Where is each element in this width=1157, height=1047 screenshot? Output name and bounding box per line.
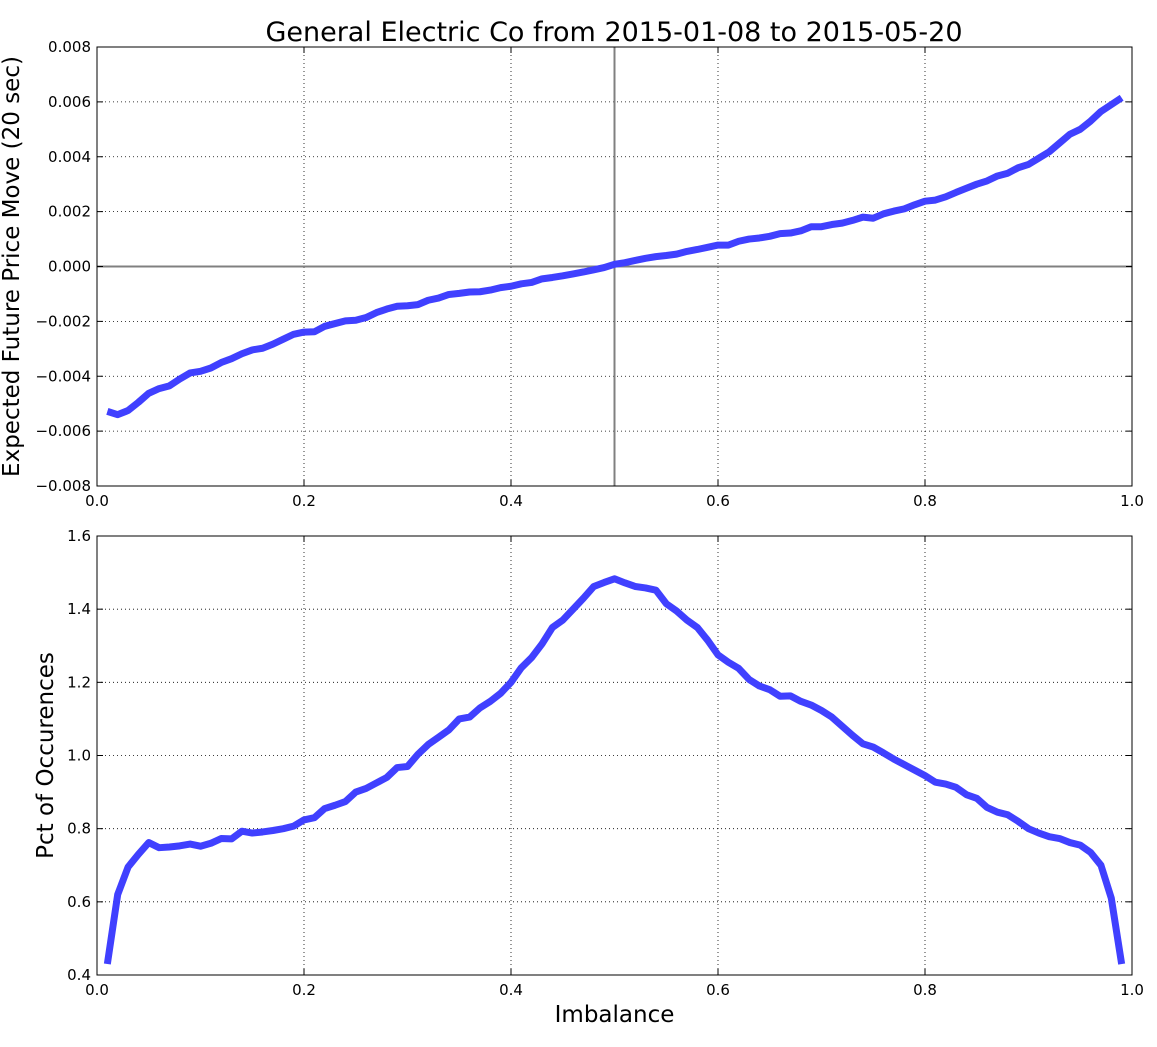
bottom-x-tick-label: 0.0 xyxy=(85,981,109,999)
bottom-y-tick-label: 1.2 xyxy=(67,673,91,691)
bottom-y-tick-label: 0.6 xyxy=(67,893,91,911)
top-y-tick-label: 0.000 xyxy=(48,258,91,276)
top-x-tick-label: 0.8 xyxy=(913,492,937,510)
top-y-tick-label: 0.008 xyxy=(48,38,91,56)
top-y-tick-label: −0.004 xyxy=(35,367,91,385)
bottom-x-tick-label: 0.2 xyxy=(292,981,316,999)
top-y-axis-title: Expected Future Price Move (20 sec) xyxy=(0,56,25,477)
top-x-tick-label: 0.6 xyxy=(706,492,730,510)
top-y-tick-label: 0.004 xyxy=(48,148,91,166)
figure-title: General Electric Co from 2015-01-08 to 2… xyxy=(265,17,962,48)
bottom-y-tick-label: 0.8 xyxy=(67,820,91,838)
top-y-tick-label: 0.002 xyxy=(48,203,91,221)
bottom-x-tick-label: 0.8 xyxy=(913,981,937,999)
bottom-y-tick-label: 1.0 xyxy=(67,747,91,765)
bottom-x-tick-label: 1.0 xyxy=(1120,981,1144,999)
bottom-x-axis-title: Imbalance xyxy=(555,1002,675,1028)
bottom-series-line xyxy=(103,575,1126,965)
bottom-x-tick-label: 0.6 xyxy=(706,981,730,999)
bottom-y-tick-label: 1.4 xyxy=(67,600,91,618)
bottom-y-tick-label: 1.6 xyxy=(67,527,91,545)
bottom-plot: 0.0 0.2 0.4 0.6 0.8 1.0 0.4 0.6 0.8 1.0 1.2 1.4 1.6 P… xyxy=(33,527,1144,1028)
top-x-tick-label: 0.0 xyxy=(85,492,109,510)
bottom-y-axis-title: Pct of Occurences xyxy=(33,652,59,859)
top-plot: 0.0 0.2 0.4 0.6 0.8 1.0 −0.008 −0.006 −0.004 −0.0… xyxy=(0,38,1144,510)
top-series-line xyxy=(106,94,1124,419)
top-x-tick-label: 0.2 xyxy=(292,492,316,510)
top-y-tick-label: −0.006 xyxy=(35,422,91,440)
top-y-tick-label: 0.006 xyxy=(48,93,91,111)
top-y-tick-label: −0.008 xyxy=(35,477,91,495)
bottom-x-tick-label: 0.4 xyxy=(499,981,523,999)
top-y-tick-label: −0.002 xyxy=(35,312,91,330)
top-x-tick-label: 0.4 xyxy=(499,492,523,510)
bottom-y-tick-label: 0.4 xyxy=(67,966,91,984)
bottom-axes-frame xyxy=(96,535,1133,976)
top-x-tick-label: 1.0 xyxy=(1120,492,1144,510)
